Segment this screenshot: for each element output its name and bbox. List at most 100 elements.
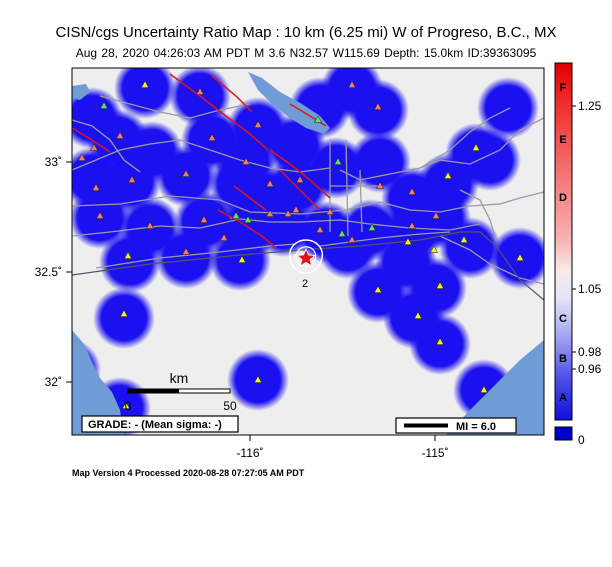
mi-legend-text: MI = 6.0 <box>456 421 496 433</box>
pacific-ocean <box>72 330 124 435</box>
station-triangle <box>375 181 385 189</box>
station-triangle <box>241 157 251 165</box>
contour-ring <box>289 239 324 274</box>
station-triangle <box>199 215 209 223</box>
colorbar-zero-swatch <box>554 426 573 441</box>
station-triangle <box>403 237 413 245</box>
station-triangle <box>429 245 439 253</box>
station-triangle <box>265 209 275 217</box>
event-details: Aug 28, 2020 04:26:03 AM PDT M 3.6 N32.5… <box>75 46 537 60</box>
station-triangle <box>231 211 241 219</box>
station-triangle <box>347 80 357 88</box>
station-triangle <box>89 143 99 151</box>
colorbar-value: 1.05 <box>578 282 602 296</box>
station-triangle <box>435 337 445 345</box>
colorbar-letter: A <box>559 392 567 404</box>
processing-footer: Map Version 4 Processed 2020-08-28 07:27… <box>72 468 305 478</box>
station-triangle <box>140 80 150 88</box>
station-triangle <box>407 221 417 229</box>
station-triangle <box>333 157 343 165</box>
station-triangle <box>471 143 481 151</box>
station-triangle <box>119 309 129 317</box>
colorbar-letter: F <box>560 82 567 94</box>
map-title: CISN/cgs Uncertainty Ratio Map : 10 km (… <box>55 24 557 41</box>
station-triangle <box>181 247 191 255</box>
scale-start: 0 <box>125 399 132 413</box>
uncertainty-disk <box>114 68 176 119</box>
station-triangle <box>373 285 383 293</box>
station-triangle <box>479 385 489 393</box>
colorbar-letter: E <box>559 134 566 146</box>
colorbar-value: 0.96 <box>578 362 602 376</box>
mi-legend: MI = 6.0 <box>395 417 517 434</box>
station-triangle <box>99 101 109 109</box>
station-triangle <box>347 235 357 243</box>
uncertainty-disk <box>99 231 161 293</box>
lake-top-left <box>72 84 90 100</box>
colorbar-value: 0 <box>578 433 585 447</box>
stations <box>77 80 525 409</box>
station-triangle <box>291 205 301 213</box>
station-triangle <box>195 87 205 95</box>
international-border <box>72 231 544 301</box>
station-triangle <box>325 207 335 215</box>
station-triangle <box>373 102 383 110</box>
station-triangle <box>413 311 423 319</box>
uncertainty-disk <box>155 227 217 289</box>
station-uncertainty-disks <box>72 68 544 435</box>
scale-unit: km <box>170 370 189 386</box>
station-triangle <box>315 225 325 233</box>
station-triangle <box>295 175 305 183</box>
lat-tick-label: 32˚ <box>45 375 62 389</box>
colorbar: F E D C B A 1.25 1.05 0.98 0.96 0 <box>554 62 602 447</box>
station-triangle <box>253 375 263 383</box>
station-triangle <box>127 175 137 183</box>
station-triangle <box>459 235 469 243</box>
station-triangle <box>337 229 347 237</box>
colorbar-letter: B <box>559 353 567 365</box>
lat-tick-label: 32.5˚ <box>35 265 62 279</box>
lon-ticks: -116˚ -115˚ <box>236 435 449 460</box>
colorbar-letter: C <box>559 313 567 325</box>
station-triangle <box>115 131 125 139</box>
station-triangle <box>145 221 155 229</box>
station-triangle <box>265 179 275 187</box>
station-triangle <box>431 211 441 219</box>
station-triangle <box>313 115 323 123</box>
station-triangle <box>77 153 87 161</box>
station-triangle <box>91 183 101 191</box>
station-triangle <box>123 251 133 259</box>
map-area <box>72 68 544 435</box>
uncertainty-disk <box>317 217 379 279</box>
uncertainty-disk <box>93 287 155 349</box>
uncertainty-disk <box>347 79 409 141</box>
uncertainty-disk <box>489 227 544 289</box>
map-frame <box>71 67 545 436</box>
lon-tick-label: -115˚ <box>421 446 448 460</box>
uncertainty-disk <box>477 77 539 139</box>
contour-label: 2 <box>302 278 308 290</box>
station-triangle <box>515 253 525 261</box>
station-triangle <box>253 120 263 128</box>
lon-tick-label: -116˚ <box>236 446 263 460</box>
colorbar-letter: D <box>559 192 567 204</box>
scale-bar: km 0 50 <box>125 370 237 413</box>
lat-tick-label: 33˚ <box>45 155 62 169</box>
station-triangle <box>367 223 377 231</box>
colorbar-value: 1.25 <box>578 99 602 113</box>
gulf-of-california <box>446 340 544 435</box>
station-triangle <box>407 187 417 195</box>
epicenter-star <box>295 247 317 267</box>
grade-box: GRADE: - (Mean sigma: -) <box>81 415 239 433</box>
scale-end: 50 <box>223 399 237 413</box>
station-triangle <box>435 281 445 289</box>
station-triangle <box>207 133 217 141</box>
station-triangle <box>181 169 191 177</box>
station-triangle <box>121 401 131 409</box>
colorbar-value: 0.98 <box>578 345 602 359</box>
salton-sea <box>248 72 330 134</box>
grade-text: GRADE: - (Mean sigma: -) <box>88 419 222 431</box>
roads <box>72 95 544 285</box>
station-triangle <box>95 211 105 219</box>
